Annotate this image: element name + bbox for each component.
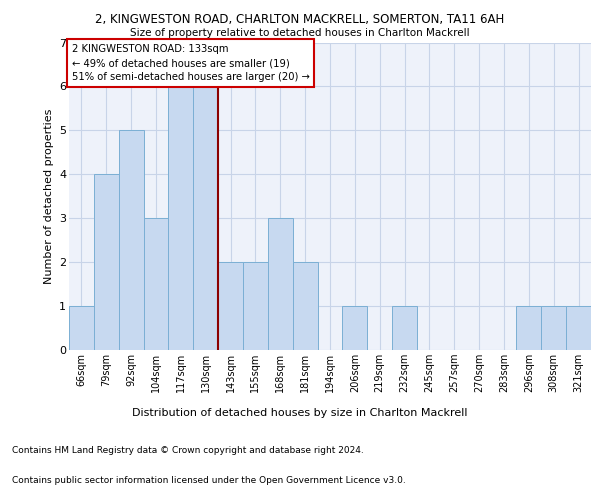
Text: Size of property relative to detached houses in Charlton Mackrell: Size of property relative to detached ho… [130,28,470,38]
Bar [343,306,367,350]
Bar [293,262,317,350]
Text: 2 KINGWESTON ROAD: 133sqm
← 49% of detached houses are smaller (19)
51% of semi-: 2 KINGWESTON ROAD: 133sqm ← 49% of detac… [71,44,310,82]
Bar [243,262,268,350]
Bar [218,262,243,350]
Bar [94,174,119,350]
Bar [268,218,293,350]
Bar [392,306,417,350]
Text: 2, KINGWESTON ROAD, CHARLTON MACKRELL, SOMERTON, TA11 6AH: 2, KINGWESTON ROAD, CHARLTON MACKRELL, S… [95,12,505,26]
Bar [566,306,591,350]
Bar [119,130,143,350]
Y-axis label: Number of detached properties: Number of detached properties [44,108,53,284]
Text: Distribution of detached houses by size in Charlton Mackrell: Distribution of detached houses by size … [132,408,468,418]
Bar [169,86,193,350]
Bar [69,306,94,350]
Bar [517,306,541,350]
Bar [541,306,566,350]
Text: Contains HM Land Registry data © Crown copyright and database right 2024.: Contains HM Land Registry data © Crown c… [12,446,364,455]
Bar [143,218,169,350]
Bar [193,86,218,350]
Text: Contains public sector information licensed under the Open Government Licence v3: Contains public sector information licen… [12,476,406,485]
